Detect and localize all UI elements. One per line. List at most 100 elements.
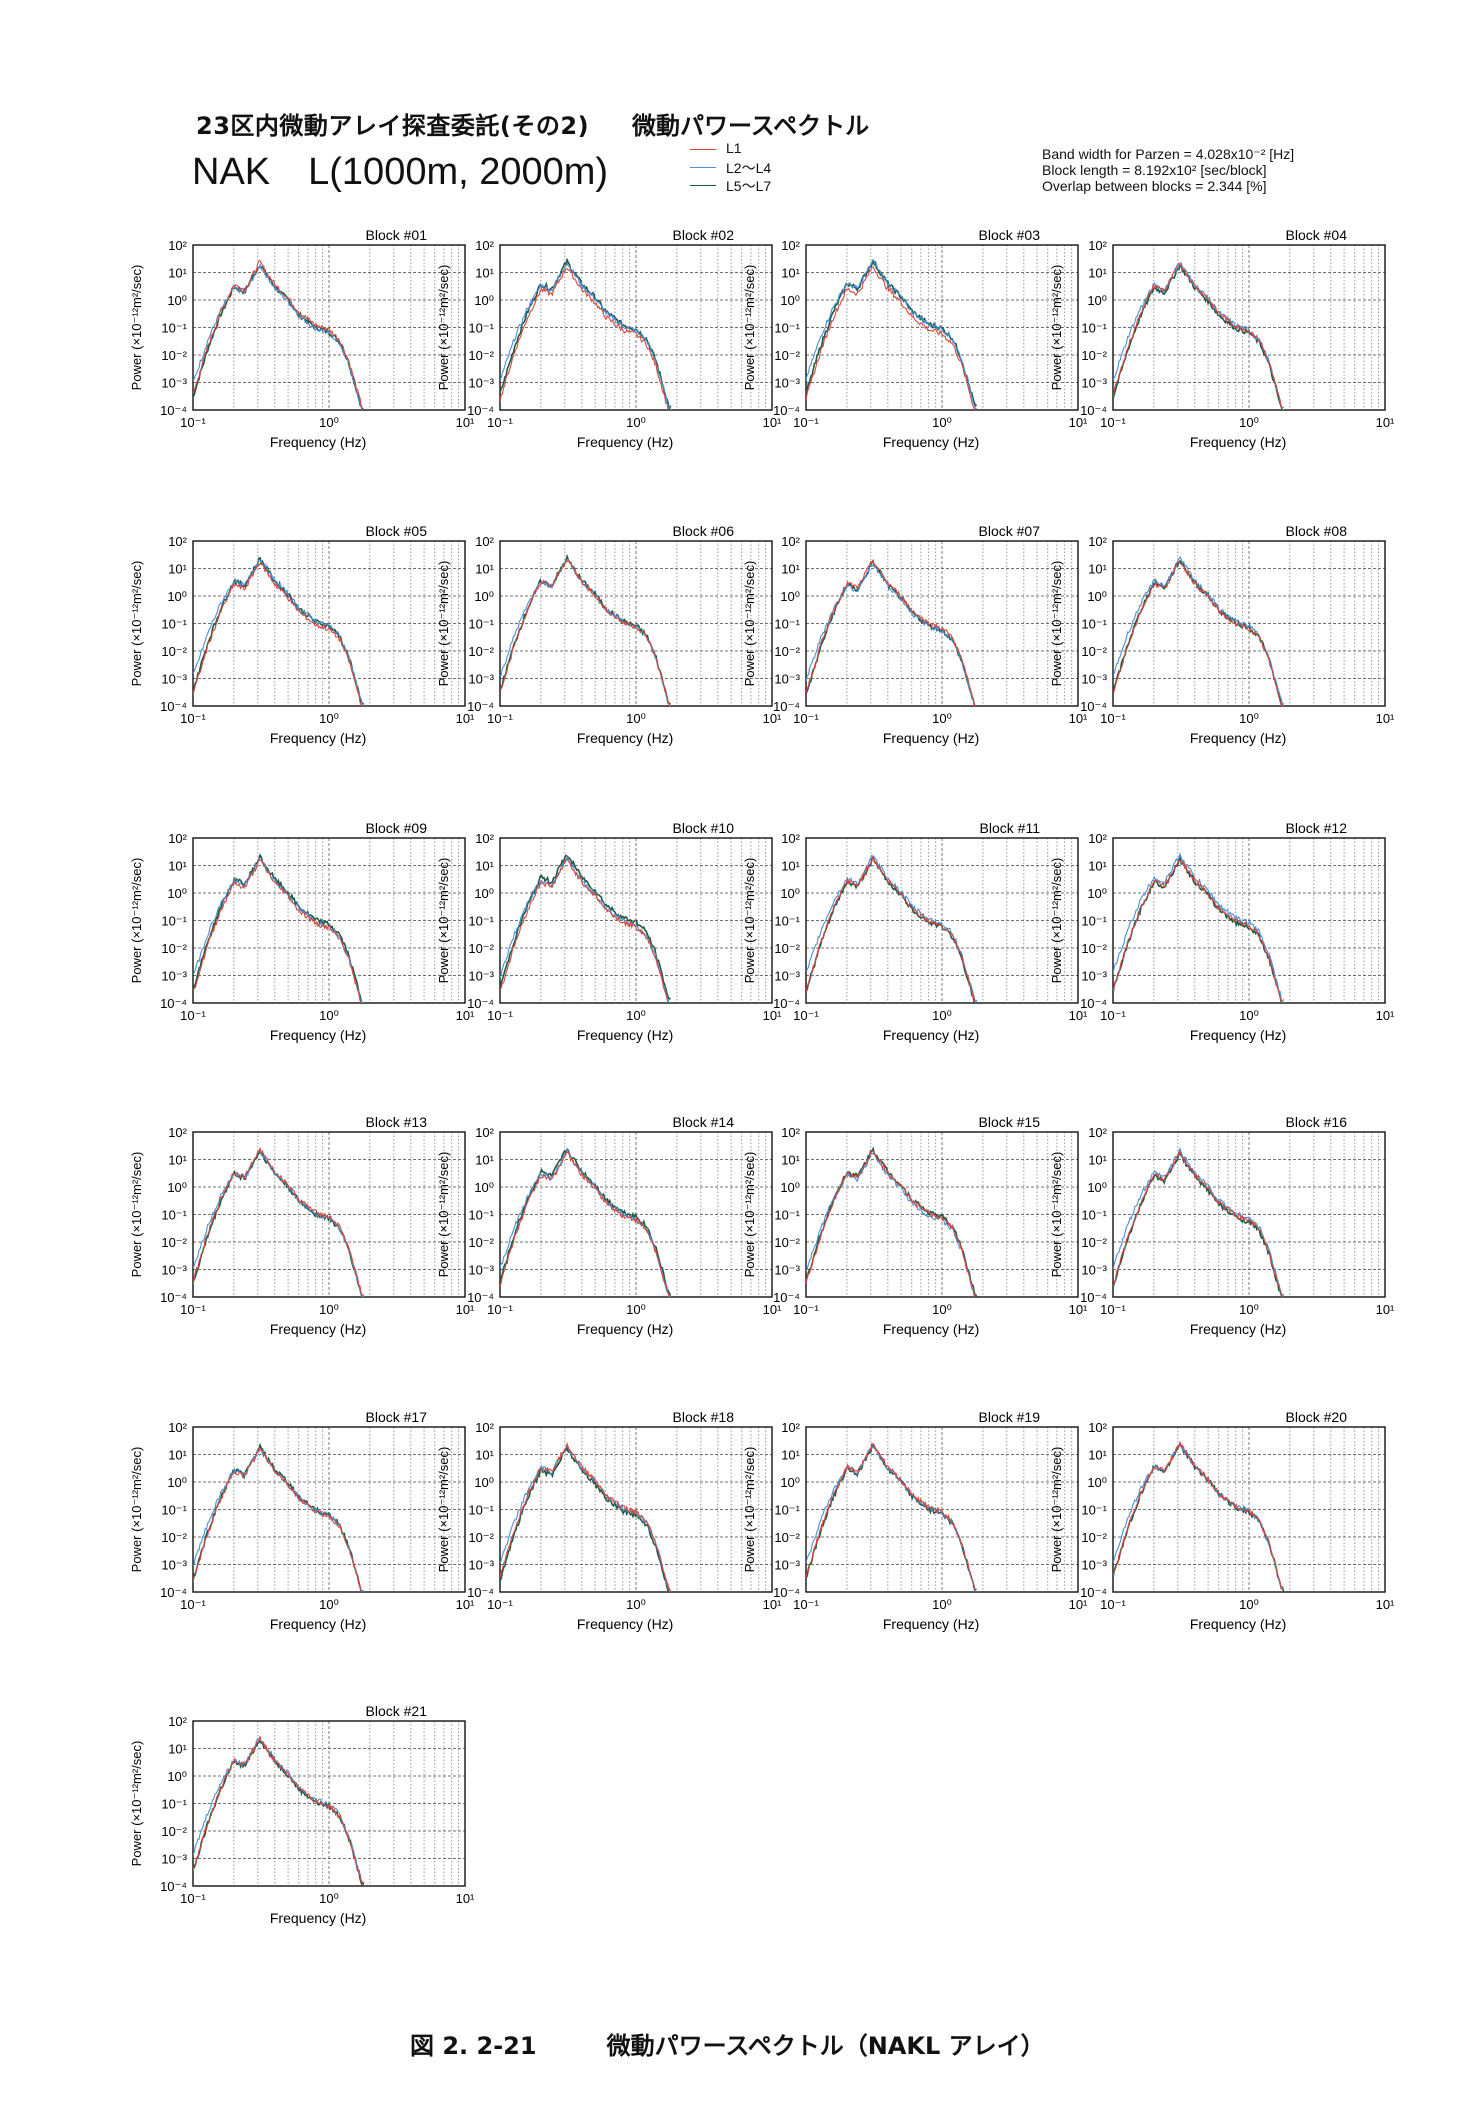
x-tick-label: 10¹ xyxy=(1376,415,1395,430)
series-line-l1 xyxy=(1113,1441,1285,1590)
y-tick-label: 10⁻¹ xyxy=(161,617,187,632)
series-line-l5-l7 xyxy=(193,266,365,410)
y-tick-label: 10⁻¹ xyxy=(161,1503,187,1518)
caption-text: 微動パワースペクトル（NAKL アレイ） xyxy=(606,2032,1045,2060)
x-tick-label: 10⁰ xyxy=(1239,415,1259,430)
y-tick-label: 10⁻¹ xyxy=(468,321,494,336)
spectrum-panel: 10⁻⁴ 10⁻³ 10⁻² 10⁻¹ 10⁰ 10¹ 10² 10⁻¹ 10⁰ 10¹ Frequ… xyxy=(436,1409,782,1632)
series-line-l1 xyxy=(193,859,363,1003)
y-axis-label: Power (×10⁻¹²m²/sec) xyxy=(436,265,451,391)
y-tick-label: 10¹ xyxy=(475,562,494,577)
series-line-l2-l4 xyxy=(1113,555,1285,706)
y-tick-label: 10⁻³ xyxy=(161,672,187,687)
y-tick-label: 10⁻² xyxy=(1081,644,1107,659)
x-tick-label: 10⁰ xyxy=(319,711,339,726)
x-axis-label: Frequency (Hz) xyxy=(577,1321,673,1337)
x-axis-label: Frequency (Hz) xyxy=(270,730,366,746)
spectrum-panel: 10⁻⁴ 10⁻³ 10⁻² 10⁻¹ 10⁰ 10¹ 10² 10⁻¹ 10⁰ 10¹ Frequ… xyxy=(1049,523,1395,746)
x-axis-label: Frequency (Hz) xyxy=(577,434,673,450)
y-tick-label: 10⁰ xyxy=(1087,1180,1107,1195)
y-tick-label: 10⁻² xyxy=(468,348,494,363)
x-tick-label: 10⁻¹ xyxy=(487,415,513,430)
y-tick-label: 10⁻⁴ xyxy=(1080,1585,1107,1600)
param-bandwidth: Band width for Parzen = 4.028x10⁻² [Hz] xyxy=(1042,146,1295,162)
y-axis-label: Power (×10⁻¹²m²/sec) xyxy=(742,265,757,391)
y-tick-label: 10¹ xyxy=(475,1448,494,1463)
x-tick-label: 10⁰ xyxy=(932,711,952,726)
y-tick-label: 10⁰ xyxy=(167,1180,187,1195)
block-title: Block #18 xyxy=(673,1409,735,1425)
param-block-length: Block length = 8.192x10² [sec/block] xyxy=(1042,162,1267,178)
x-tick-label: 10¹ xyxy=(456,415,475,430)
series-line-l5-l7 xyxy=(500,257,672,410)
x-axis-label: Frequency (Hz) xyxy=(1190,730,1286,746)
series-line-l2-l4 xyxy=(193,262,363,410)
series-line-l2-l4 xyxy=(1113,1147,1285,1297)
y-tick-label: 10⁰ xyxy=(167,293,187,308)
y-tick-label: 10¹ xyxy=(168,1153,187,1168)
y-tick-label: 10⁻³ xyxy=(468,969,494,984)
y-tick-label: 10⁰ xyxy=(167,1769,187,1784)
block-title: Block #13 xyxy=(366,1114,428,1130)
y-tick-label: 10⁰ xyxy=(780,589,800,604)
legend-label-l5-l7: L5～L7 xyxy=(726,178,772,194)
plot-frame xyxy=(805,837,1079,1004)
x-tick-label: 10¹ xyxy=(763,1597,782,1612)
x-tick-label: 10⁰ xyxy=(319,1302,339,1317)
figure-caption: 図 2. 2-21 微動パワースペクトル（NAKL アレイ） xyxy=(410,2026,1045,2061)
y-tick-label: 10⁻⁴ xyxy=(160,1585,187,1600)
plot-frame xyxy=(192,1720,466,1887)
series-line-l5-l7 xyxy=(1113,855,1285,1003)
y-tick-label: 10⁻³ xyxy=(774,1558,800,1573)
y-tick-label: 10⁻² xyxy=(774,1530,800,1545)
y-tick-label: 10² xyxy=(168,534,187,549)
spectrum-panel: 10⁻⁴ 10⁻³ 10⁻² 10⁻¹ 10⁰ 10¹ 10² 10⁻¹ 10⁰ 10¹ Frequ… xyxy=(436,820,782,1043)
legend-label-l1: L1 xyxy=(726,140,742,156)
x-tick-label: 10¹ xyxy=(456,1008,475,1023)
plot-frame xyxy=(192,1426,466,1593)
y-tick-label: 10⁻² xyxy=(1081,348,1107,363)
y-tick-label: 10⁻³ xyxy=(1081,1558,1107,1573)
spectrum-panel: 10⁻⁴ 10⁻³ 10⁻² 10⁻¹ 10⁰ 10¹ 10² 10⁻¹ 10⁰ 10¹ Frequ… xyxy=(1049,820,1395,1043)
x-tick-label: 10¹ xyxy=(456,1597,475,1612)
y-tick-label: 10² xyxy=(781,1125,800,1140)
y-axis-label: Power (×10⁻¹²m²/sec) xyxy=(1049,858,1064,984)
y-tick-label: 10⁻⁴ xyxy=(467,1290,494,1305)
block-title: Block #08 xyxy=(1286,523,1348,539)
y-tick-label: 10⁻² xyxy=(468,644,494,659)
y-axis-label: Power (×10⁻¹²m²/sec) xyxy=(742,1152,757,1278)
plot-frame xyxy=(499,1131,773,1298)
series-line-l1 xyxy=(1113,859,1283,1003)
x-axis-label: Frequency (Hz) xyxy=(883,1321,979,1337)
y-tick-label: 10⁻⁴ xyxy=(1080,1290,1107,1305)
plot-frame xyxy=(1112,1131,1386,1298)
block-title: Block #02 xyxy=(673,227,735,243)
x-axis-label: Frequency (Hz) xyxy=(270,1027,366,1043)
spectrum-panel: 10⁻⁴ 10⁻³ 10⁻² 10⁻¹ 10⁰ 10¹ 10² 10⁻¹ 10⁰ 10¹ Frequ… xyxy=(742,820,1088,1043)
legend-swatch-l2-l4 xyxy=(690,167,716,168)
y-tick-label: 10⁻⁴ xyxy=(160,699,187,714)
x-tick-label: 10¹ xyxy=(1069,1008,1088,1023)
y-tick-label: 10¹ xyxy=(475,1153,494,1168)
y-tick-label: 10⁰ xyxy=(1087,1475,1107,1490)
y-tick-label: 10⁻² xyxy=(1081,941,1107,956)
document-title: 微動パワースペクトル xyxy=(632,112,870,140)
x-tick-label: 10⁰ xyxy=(319,1597,339,1612)
y-tick-label: 10⁻² xyxy=(161,348,187,363)
plot-frame xyxy=(192,837,466,1004)
spectrum-panel: 10⁻⁴ 10⁻³ 10⁻² 10⁻¹ 10⁰ 10¹ 10² 10⁻¹ 10⁰ 10¹ Frequ… xyxy=(129,227,475,450)
x-tick-label: 10⁰ xyxy=(932,1597,952,1612)
legend-item-l2-l4: L2～L4 xyxy=(690,158,820,176)
y-tick-label: 10² xyxy=(1088,238,1107,253)
x-tick-label: 10⁻¹ xyxy=(487,711,513,726)
spectrum-panel: 10⁻⁴ 10⁻³ 10⁻² 10⁻¹ 10⁰ 10¹ 10² 10⁻¹ 10⁰ 10¹ Frequ… xyxy=(436,523,782,746)
spectrum-panel: 10⁻⁴ 10⁻³ 10⁻² 10⁻¹ 10⁰ 10¹ 10² 10⁻¹ 10⁰ 10¹ Frequ… xyxy=(1049,1409,1395,1632)
y-tick-label: 10⁻³ xyxy=(161,1558,187,1573)
spectrum-panel: 10⁻⁴ 10⁻³ 10⁻² 10⁻¹ 10⁰ 10¹ 10² 10⁻¹ 10⁰ 10¹ Frequ… xyxy=(436,227,782,450)
x-tick-label: 10¹ xyxy=(1069,415,1088,430)
y-tick-label: 10² xyxy=(781,534,800,549)
series-line-l1 xyxy=(500,1441,672,1592)
y-axis-label: Power (×10⁻¹²m²/sec) xyxy=(742,1447,757,1573)
y-tick-label: 10² xyxy=(1088,1125,1107,1140)
y-tick-label: 10⁻⁴ xyxy=(467,996,494,1011)
